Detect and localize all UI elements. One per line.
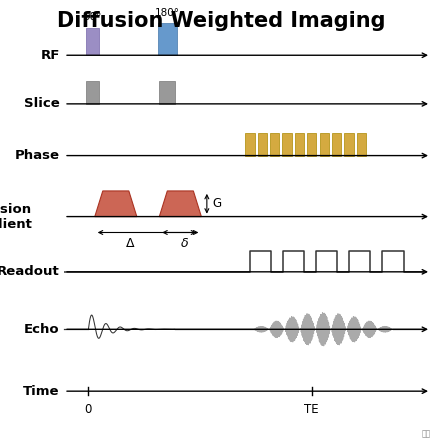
Bar [86, 81, 99, 104]
Text: 180°: 180° [155, 8, 180, 18]
Bar [320, 133, 329, 156]
Bar [159, 81, 175, 104]
Bar [86, 28, 99, 55]
Text: Diffusion
gradient: Diffusion gradient [0, 202, 32, 231]
Text: ⒸⓄ: ⒸⓄ [422, 430, 431, 438]
Text: Phase: Phase [15, 149, 60, 162]
Text: TE: TE [304, 403, 319, 416]
Text: $\Delta$: $\Delta$ [125, 237, 136, 250]
Text: G: G [212, 197, 221, 210]
Polygon shape [95, 191, 137, 217]
Text: Time: Time [23, 385, 60, 398]
Bar [282, 133, 292, 156]
Bar [258, 133, 267, 156]
Text: RF: RF [40, 49, 60, 62]
Text: Diffusion Weighted Imaging: Diffusion Weighted Imaging [57, 11, 385, 31]
Text: Readout: Readout [0, 265, 60, 278]
Bar [158, 23, 177, 55]
Text: Echo: Echo [24, 323, 60, 336]
Bar [332, 133, 341, 156]
Polygon shape [160, 191, 202, 217]
Text: Slice: Slice [24, 97, 60, 110]
Bar [357, 133, 366, 156]
Bar [245, 133, 255, 156]
Text: $\delta$: $\delta$ [180, 237, 189, 250]
Bar [270, 133, 279, 156]
Text: 90°: 90° [83, 12, 102, 22]
Bar [307, 133, 316, 156]
Bar [295, 133, 304, 156]
Text: 0: 0 [85, 403, 92, 416]
Bar [344, 133, 354, 156]
